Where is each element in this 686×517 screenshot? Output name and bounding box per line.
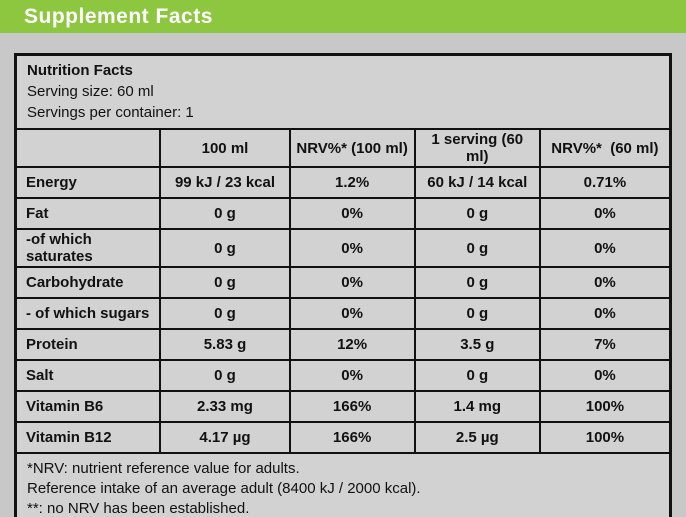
table-row: -of which saturates 0 g 0% 0 g 0% (17, 228, 669, 268)
nutrient-name-cell: - of which sugars (17, 297, 162, 330)
per-serving-cell: 0 g (413, 266, 541, 299)
nutrition-label: Nutrition Facts Serving size: 60 ml Serv… (14, 53, 672, 517)
nutrient-name-cell: Fat (17, 197, 162, 230)
per-serving-cell: 3.5 g (413, 328, 541, 361)
table-row: Carbohydrate 0 g 0% 0 g 0% (17, 266, 669, 299)
nrv-100ml-cell: 0% (288, 359, 416, 392)
empty-corner-cell (17, 130, 162, 168)
per-100ml-cell: 0 g (159, 266, 291, 299)
nrv-serving-cell: 0% (538, 297, 669, 330)
nutrient-name-cell: Vitamin B6 (17, 390, 162, 423)
per-serving-cell: 0 g (413, 297, 541, 330)
table-row: Salt 0 g 0% 0 g 0% (17, 359, 669, 392)
section-header-bar: Supplement Facts (0, 0, 686, 33)
nutrient-name-cell: Salt (17, 359, 162, 392)
per-serving-cell: 0 g (413, 359, 541, 392)
nrv-100ml-cell: 0% (288, 197, 416, 230)
nrv-100ml-cell: 0% (288, 297, 416, 330)
per-100ml-cell: 0 g (159, 359, 291, 392)
per-100ml-cell: 4.17 µg (159, 421, 291, 454)
nrv-100ml-cell: 1.2% (288, 166, 416, 199)
nrv-serving-cell: 0% (538, 359, 669, 392)
per-serving-cell: 0 g (413, 197, 541, 230)
nrv-serving-cell: 0% (538, 228, 669, 268)
table-row: Vitamin B12 4.17 µg 166% 2.5 µg 100% (17, 421, 669, 454)
per-serving-cell: 60 kJ / 14 kcal (413, 166, 541, 199)
nrv-100ml-cell: 166% (288, 421, 416, 454)
table-row: Fat 0 g 0% 0 g 0% (17, 197, 669, 230)
per-100ml-cell: 99 kJ / 23 kcal (159, 166, 291, 199)
nrv-100ml-cell: 0% (288, 266, 416, 299)
per-100ml-cell: 2.33 mg (159, 390, 291, 423)
nutrient-name-cell: -of which saturates (17, 228, 162, 268)
column-header: 100 ml (159, 130, 291, 168)
serving-size-line: Serving size: 60 ml (27, 83, 154, 100)
footnote-line: **: no NRV has been established. (27, 500, 250, 517)
nrv-serving-cell: 100% (538, 390, 669, 423)
per-serving-cell: 2.5 µg (413, 421, 541, 454)
per-100ml-cell: 0 g (159, 297, 291, 330)
nrv-serving-cell: 100% (538, 421, 669, 454)
footnote-line: Reference intake of an average adult (84… (27, 480, 421, 497)
servings-per-container-line: Servings per container: 1 (27, 104, 194, 121)
column-header: NRV%* (100 ml) (288, 130, 416, 168)
nutrient-name-cell: Carbohydrate (17, 266, 162, 299)
nrv-100ml-cell: 166% (288, 390, 416, 423)
nrv-serving-cell: 0% (538, 197, 669, 230)
table-row: - of which sugars 0 g 0% 0 g 0% (17, 297, 669, 330)
per-100ml-cell: 0 g (159, 197, 291, 230)
footnote-line: *NRV: nutrient reference value for adult… (27, 460, 300, 477)
nutrition-table: 100 ml NRV%* (100 ml) 1 serving (60 ml) NRV… (17, 130, 669, 454)
nrv-serving-cell: 0% (538, 266, 669, 299)
section-title: Supplement Facts (24, 4, 213, 28)
per-serving-cell: 1.4 mg (413, 390, 541, 423)
nutrition-facts-title: Nutrition Facts (27, 62, 133, 79)
nutrient-name-cell: Energy (17, 166, 162, 199)
nrv-100ml-cell: 0% (288, 228, 416, 268)
nutrient-name-cell: Vitamin B12 (17, 421, 162, 454)
table-header-row: 100 ml NRV%* (100 ml) 1 serving (60 ml) NRV… (17, 130, 669, 168)
label-info-block: Nutrition Facts Serving size: 60 ml Serv… (17, 56, 669, 130)
table-row: Vitamin B6 2.33 mg 166% 1.4 mg 100% (17, 390, 669, 423)
table-row: Energy 99 kJ / 23 kcal 1.2% 60 kJ / 14 kcal… (17, 166, 669, 199)
per-serving-cell: 0 g (413, 228, 541, 268)
table-row: Protein 5.83 g 12% 3.5 g 7% (17, 328, 669, 361)
column-header: NRV%* (60 ml) (538, 130, 669, 168)
column-header: 1 serving (60 ml) (413, 130, 541, 168)
nrv-serving-cell: 0.71% (538, 166, 669, 199)
nutrient-name-cell: Protein (17, 328, 162, 361)
per-100ml-cell: 5.83 g (159, 328, 291, 361)
per-100ml-cell: 0 g (159, 228, 291, 268)
nrv-serving-cell: 7% (538, 328, 669, 361)
nrv-100ml-cell: 12% (288, 328, 416, 361)
footnotes-block: *NRV: nutrient reference value for adult… (17, 454, 669, 517)
